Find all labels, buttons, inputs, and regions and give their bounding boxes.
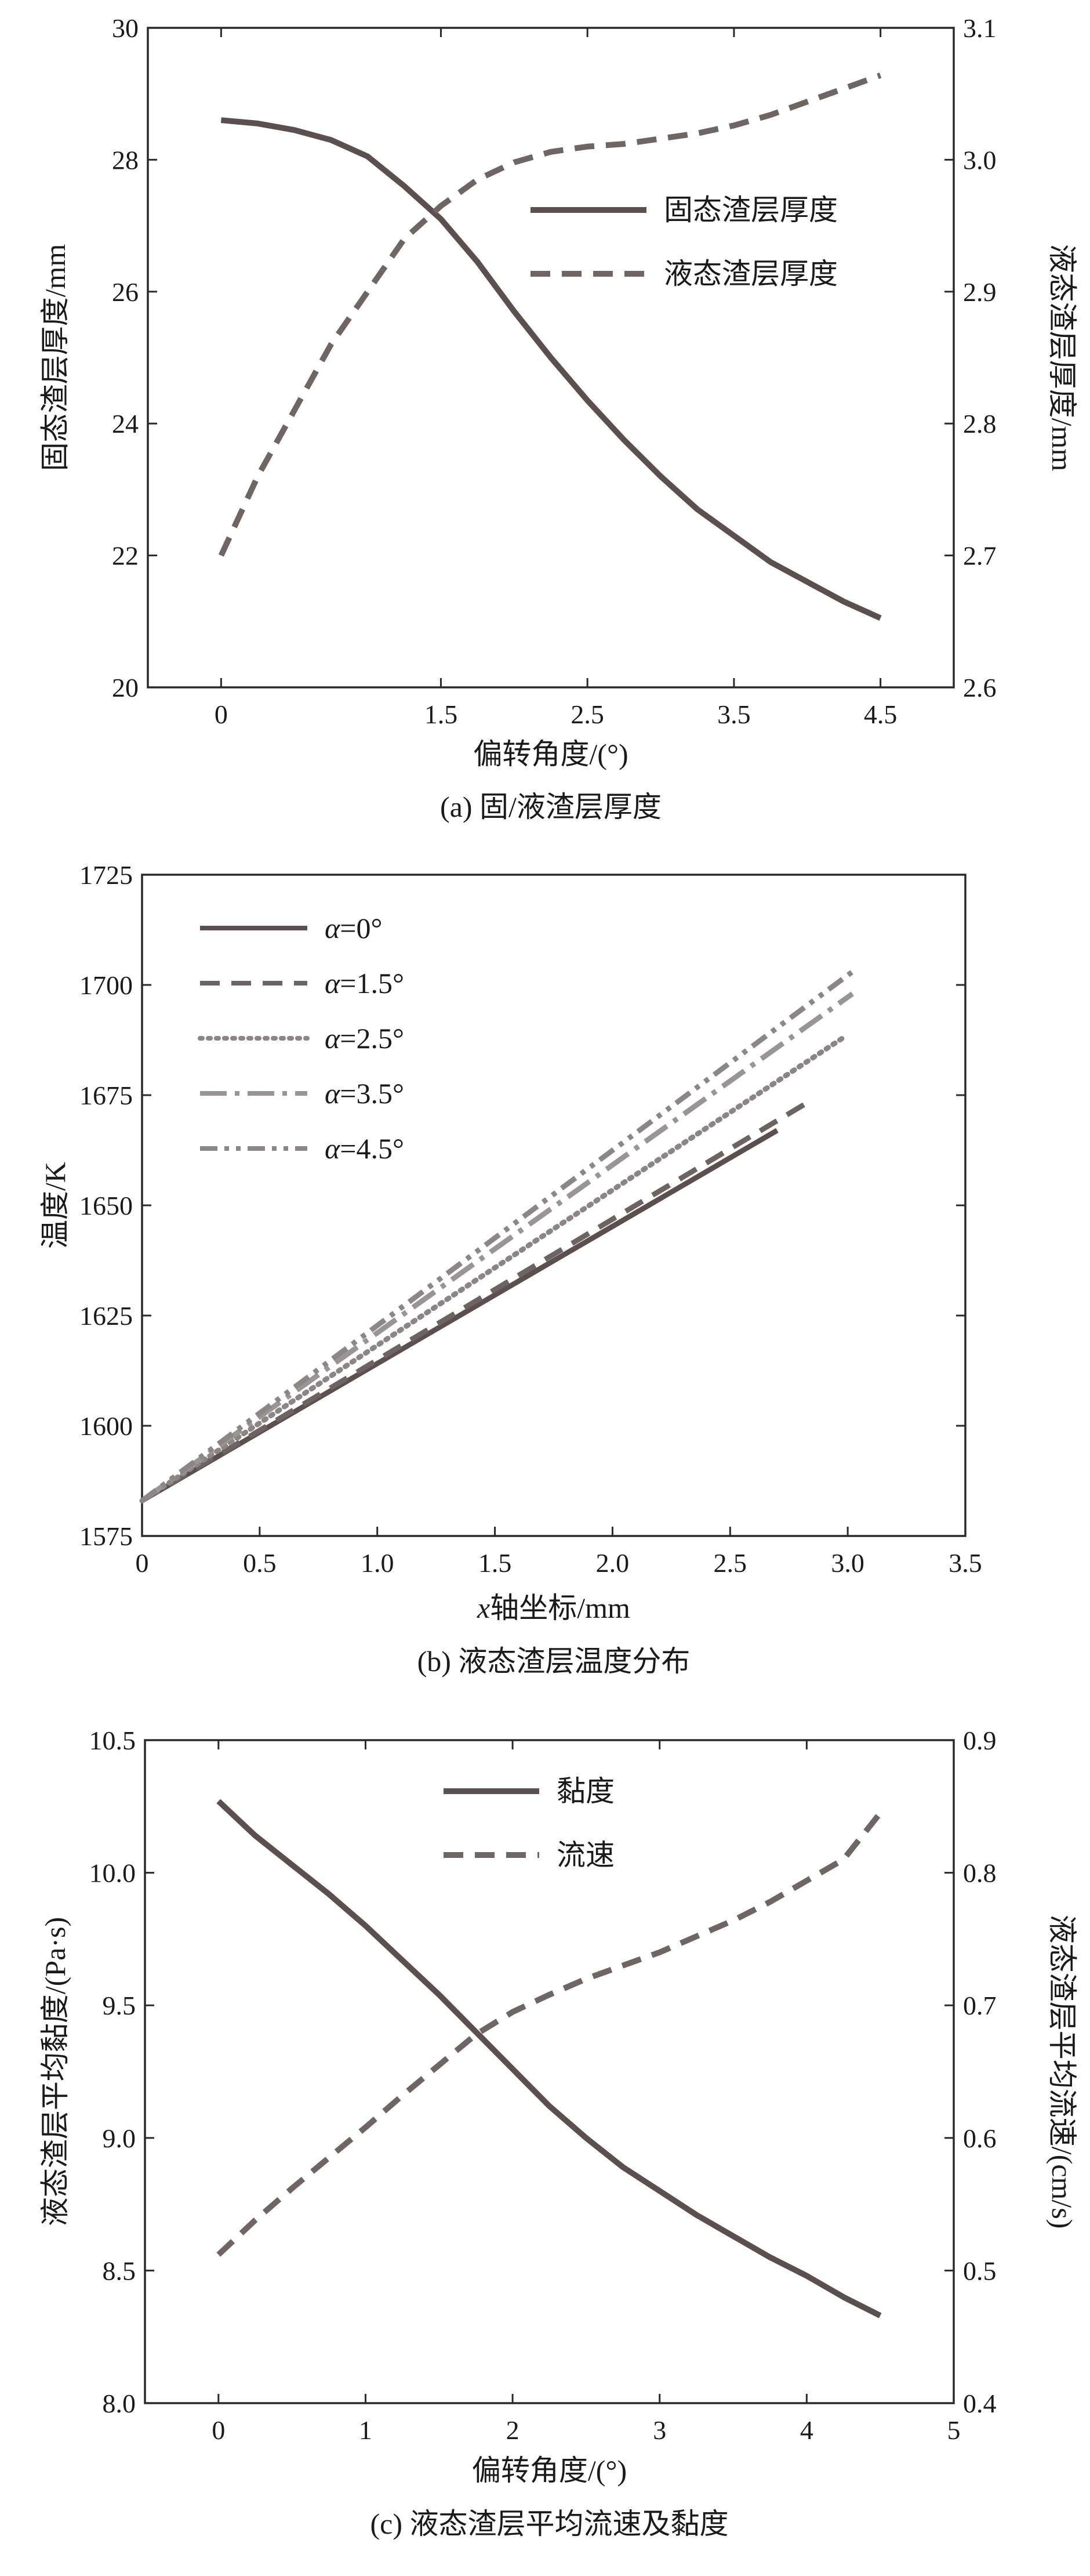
legend-label-1: 黏度 (557, 1775, 615, 1807)
series-line-2 (216, 1811, 883, 2257)
series-line-1 (220, 117, 882, 621)
legend-value: =1.5° (340, 967, 404, 999)
legend-label-2: α=1.5° (325, 967, 404, 999)
series-line-2 (140, 1097, 814, 1503)
x-axis-title-rest: 轴坐标/mm (490, 1592, 630, 1624)
x-tick-label: 2.0 (596, 1548, 630, 1578)
y2-tick-label: 3.0 (963, 145, 997, 175)
chart-panel-a: 0 1.5 2.5 3.5 4.5 20 22 24 26 28 30 2.6 2.7 2.8 2.9 3.0… (39, 13, 1078, 823)
legend-greek: α (325, 1077, 341, 1110)
y-tick-label: 24 (112, 409, 139, 439)
y-tick-label: 1725 (79, 860, 133, 890)
y-tick-label: 1625 (79, 1301, 133, 1331)
x-tick-label: 3.0 (831, 1548, 864, 1578)
y-tick-label: 8.0 (103, 2389, 136, 2418)
legend-value: =0° (340, 912, 382, 944)
figure-caption: (c) 液态渣层平均流速及黏度 (370, 2508, 729, 2540)
x-tick-label: 1.5 (478, 1548, 512, 1578)
y-tick-label: 10.5 (89, 1726, 136, 1755)
x-tick-label: 1.0 (361, 1548, 394, 1578)
legend-label-1: α=0° (325, 912, 382, 944)
legend-label-2: 液态渣层厚度 (664, 258, 838, 290)
x-tick-label: 1.5 (424, 700, 458, 729)
x-tick-label: 2 (506, 2415, 519, 2445)
series-line-4 (140, 991, 854, 1503)
y-tick-label: 30 (112, 13, 139, 43)
y2-tick-label: 0.8 (963, 1858, 997, 1888)
legend-value: =4.5° (340, 1132, 404, 1165)
series-line-2 (218, 73, 882, 557)
legend-label-5: α=4.5° (325, 1132, 404, 1165)
chart-panel-c: 0 1 2 3 4 5 8.0 8.5 9.0 9.5 10.0 10.5 0.4 0.5 0.6 0.7 0.… (39, 1726, 1078, 2540)
legend-value: =3.5° (340, 1077, 404, 1110)
x-tick-label: 0 (215, 700, 228, 729)
y2-tick-label: 0.6 (963, 2124, 997, 2153)
series-line-3 (139, 1035, 846, 1503)
legend-greek: α (325, 912, 341, 944)
legend-value: =2.5° (340, 1022, 404, 1055)
y-tick-label: 8.5 (103, 2256, 136, 2285)
y2-tick-label: 0.5 (963, 2256, 997, 2285)
plot-frame (141, 874, 967, 1537)
y-tick-label: 26 (112, 277, 139, 307)
legend-label-2: 流速 (557, 1839, 615, 1871)
y-tick-label: 9.0 (103, 2124, 136, 2153)
x-tick-label: 0 (136, 1548, 149, 1578)
y-tick-label: 1600 (79, 1411, 133, 1441)
x-axis-title: 偏转角度/(°) (473, 738, 628, 770)
y-tick-label: 1675 (79, 1081, 133, 1110)
x-tick-label: 2.5 (714, 1548, 747, 1578)
y2-tick-label: 2.7 (963, 541, 997, 571)
plot-frame (147, 27, 955, 689)
series-line-5 (140, 969, 854, 1503)
x-tick-label: 3 (653, 2415, 666, 2445)
x-tick-label: 3.5 (717, 700, 751, 729)
x-tick-label: 4 (800, 2415, 813, 2445)
x-tick-label: 0 (212, 2415, 225, 2445)
x-tick-label: 1 (359, 2415, 372, 2445)
y2-tick-label: 0.4 (963, 2389, 997, 2418)
legend-label-4: α=3.5° (325, 1077, 404, 1110)
y2-tick-label: 2.9 (963, 277, 997, 307)
x-tick-label: 5 (947, 2415, 961, 2445)
y-axis-title: 温度/K (39, 1162, 71, 1249)
y2-tick-label: 2.8 (963, 409, 997, 439)
y-axis-title: 固态渣层厚度/mm (39, 244, 71, 472)
x-axis-title-var: x (477, 1592, 490, 1624)
series-line-1 (216, 1799, 882, 2318)
y2-tick-label: 0.9 (963, 1726, 997, 1755)
y-tick-label: 1700 (79, 970, 133, 1000)
series-line-1 (140, 1128, 779, 1503)
x-axis-title: 偏转角度/(°) (472, 2454, 627, 2487)
legend-greek: α (325, 1022, 341, 1055)
x-tick-label: 3.5 (949, 1548, 982, 1578)
legend-greek: α (325, 1132, 341, 1165)
figure-caption: (a) 固/液渣层厚度 (440, 791, 662, 823)
y-tick-label: 20 (112, 673, 139, 702)
y2-tick-label: 0.7 (963, 1991, 997, 2020)
legend-greek: α (325, 967, 341, 999)
y2-axis-title: 液态渣层平均流速/(cm/s) (1046, 1915, 1078, 2229)
figure-caption: (b) 液态渣层温度分布 (417, 1645, 691, 1678)
y2-axis-title: 液态渣层厚度/mm (1046, 244, 1078, 472)
y2-tick-label: 3.1 (963, 13, 997, 43)
y-axis-title: 液态渣层平均黏度/(Pa·s) (39, 1917, 71, 2226)
y-tick-label: 28 (112, 145, 139, 175)
y-tick-label: 22 (112, 541, 139, 571)
plot-frame (144, 1739, 955, 2404)
x-tick-label: 4.5 (864, 700, 898, 729)
x-axis-title: x轴坐标/mm (477, 1592, 630, 1624)
y2-tick-label: 2.6 (963, 673, 997, 702)
legend-label-3: α=2.5° (325, 1022, 404, 1055)
y-tick-label: 10.0 (89, 1858, 136, 1888)
x-tick-label: 0.5 (243, 1548, 277, 1578)
y-tick-label: 1650 (79, 1191, 133, 1220)
x-tick-label: 2.5 (571, 700, 604, 729)
chart-panel-b: 0 0.5 1.0 1.5 2.0 2.5 3.0 3.5 1575 1600 1625 1650 16… (39, 860, 982, 1678)
y-tick-label: 9.5 (103, 1991, 136, 2020)
y-tick-label: 1575 (79, 1521, 133, 1551)
legend-label-1: 固态渣层厚度 (664, 194, 838, 226)
